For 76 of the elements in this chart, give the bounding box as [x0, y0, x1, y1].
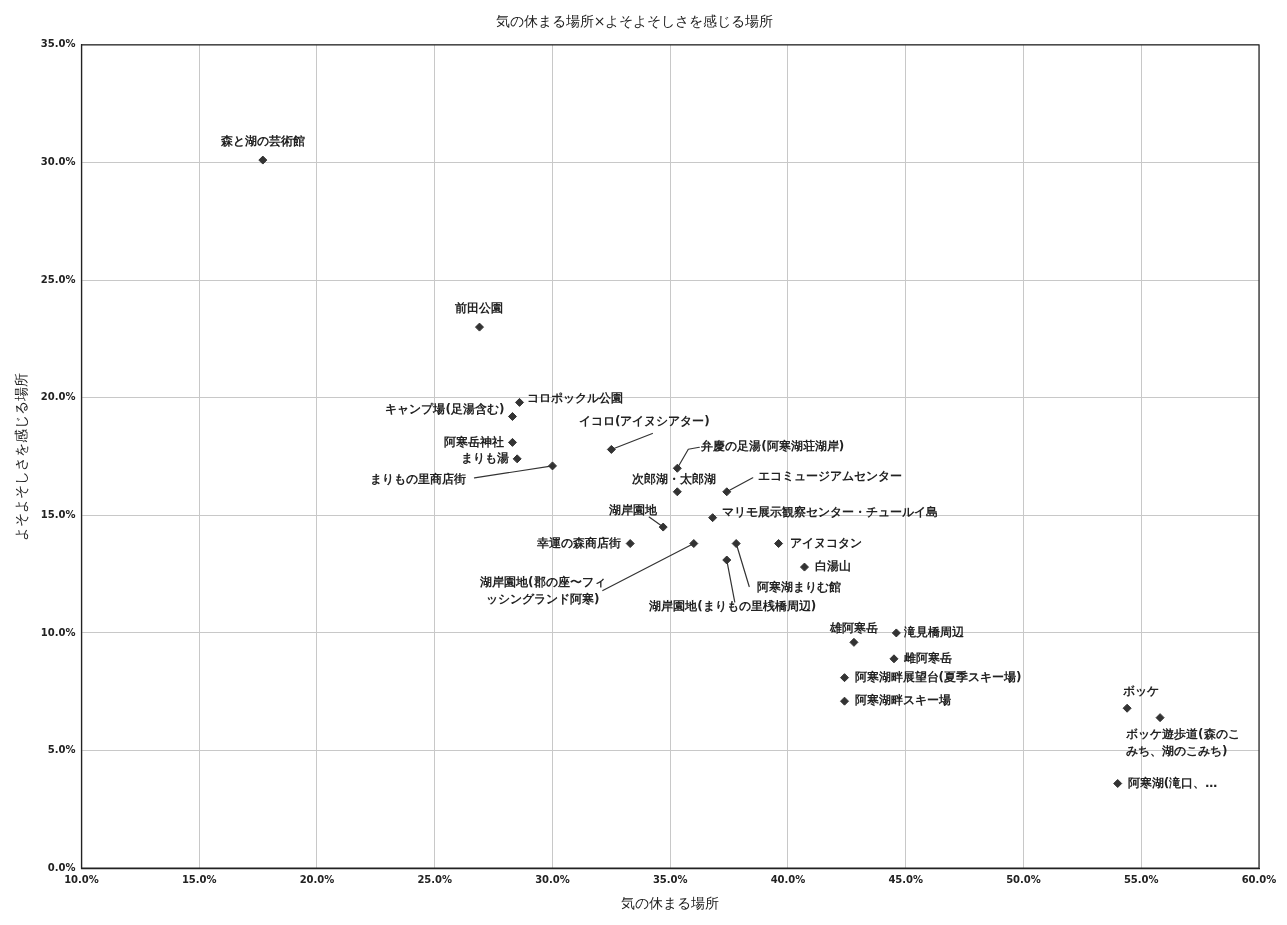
- point: [774, 539, 784, 549]
- x-tick-label: 40.0%: [770, 873, 806, 885]
- x-tick-label: 55.0%: [1123, 873, 1159, 885]
- point: [672, 487, 682, 497]
- point: [840, 696, 850, 706]
- text: イコロ(アイヌシアター): [578, 413, 710, 428]
- point: [722, 487, 732, 497]
- text: 湖岸園地(郡の座〜フィッシングランド阿寒): [479, 574, 606, 606]
- x-tick-label: 35.0%: [652, 873, 688, 885]
- point: [258, 155, 268, 165]
- y-tick-label: 15.0%: [40, 508, 76, 520]
- x-tick-label: 15.0%: [181, 873, 217, 885]
- series-label: 雌阿寒岳: [902, 650, 952, 665]
- point: [722, 555, 732, 565]
- series-label: 阿寒岳神社: [444, 434, 505, 449]
- point: [889, 654, 899, 664]
- point: [474, 322, 484, 332]
- x-tick-label: 45.0%: [888, 873, 924, 885]
- point: [515, 397, 525, 407]
- series-label: 雄阿寒岳: [828, 621, 878, 636]
- series-label: 白湯山: [815, 559, 852, 574]
- x-tick-label: 60.0%: [1241, 873, 1277, 885]
- point: [606, 444, 616, 454]
- y-tick-label: 25.0%: [40, 273, 76, 285]
- series-label: ボッケ: [1122, 684, 1160, 699]
- series-label: 次郎湖・太郎湖: [632, 471, 717, 486]
- series-label: アイヌコタン: [789, 535, 862, 550]
- point: [658, 522, 668, 532]
- series-label: 湖岸園地: [608, 503, 659, 518]
- series-label: 前田公園: [454, 301, 504, 316]
- point: [672, 463, 682, 473]
- text: 湖岸園地(まりもの里桟橋周辺): [648, 599, 817, 614]
- series-label: マリモ展示観察センター・チュールイ島: [721, 504, 938, 519]
- series-label: 幸運の森商店街: [536, 535, 622, 550]
- text: エコミュージアムセンター: [757, 468, 902, 483]
- point: [731, 539, 741, 549]
- y-axis-title: よそよそしさを感じる場所: [13, 372, 30, 541]
- point: [840, 673, 850, 683]
- x-tick-label: 25.0%: [417, 873, 453, 885]
- point: [891, 628, 901, 638]
- y-tick-label: 0.0%: [47, 861, 76, 873]
- point: [512, 454, 522, 464]
- x-axis-title: 気の休まる場所: [621, 895, 720, 912]
- point: [507, 437, 517, 447]
- text: 阿寒湖まりむ館: [757, 579, 842, 594]
- point: [1155, 713, 1165, 723]
- series-label: キャンプ場(足湯含む): [385, 401, 505, 416]
- series-label: 滝見橋周辺: [903, 625, 966, 640]
- point: [689, 539, 699, 549]
- series-label: 阿寒湖畔展望台(夏季スキー場): [854, 669, 1022, 684]
- x-tick-label: 30.0%: [535, 873, 570, 885]
- series-label: 森と湖の芸術館: [219, 134, 305, 149]
- point: [799, 562, 809, 572]
- point: [849, 637, 859, 647]
- y-tick-label: 30.0%: [40, 156, 76, 168]
- series-label: まりも湯: [461, 450, 510, 465]
- y-tick-label: 10.0%: [40, 626, 76, 638]
- text: まりもの里商店街: [370, 472, 467, 487]
- point: [1122, 703, 1132, 713]
- y-tick-label: 20.0%: [40, 391, 76, 403]
- series-label: コロポックル公園: [526, 390, 623, 405]
- x-tick-label: 50.0%: [1006, 873, 1041, 885]
- series-label: 阿寒湖畔スキー場: [854, 693, 951, 708]
- text: 弁慶の足湯(阿寒湖荘湖岸): [700, 439, 845, 454]
- point: [625, 539, 635, 549]
- point: [548, 461, 557, 471]
- x-tick-label: 20.0%: [299, 873, 335, 885]
- point: [507, 412, 517, 422]
- point: [1113, 779, 1123, 789]
- y-tick-label: 5.0%: [47, 744, 76, 756]
- point: [708, 513, 718, 523]
- text: ボッケ遊歩道(森のこみち、湖のこみち): [1125, 726, 1240, 758]
- y-tick-label: 35.0%: [40, 38, 76, 50]
- series-label: 阿寒湖(滝口、…: [1127, 775, 1218, 790]
- chart-title: 気の休まる場所×よそよそしさを感じる場所: [495, 13, 774, 30]
- x-tick-label: 10.0%: [64, 873, 99, 885]
